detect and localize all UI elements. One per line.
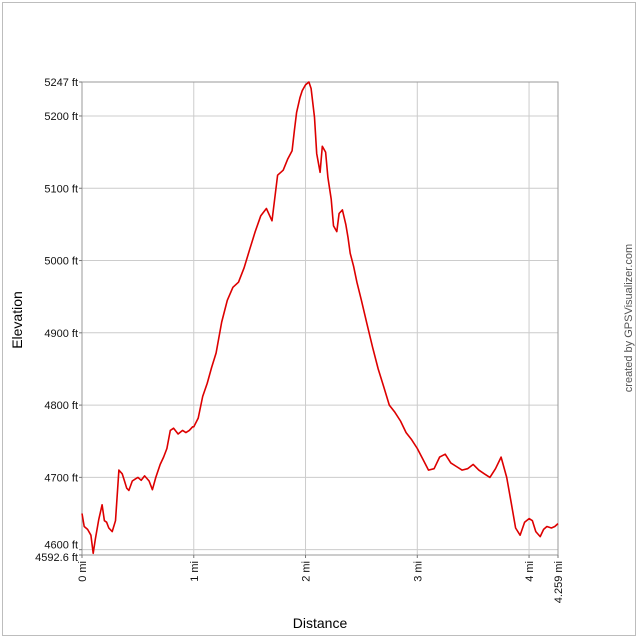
y-tick-label: 5200 ft: [44, 111, 78, 123]
y-axis-title: Elevation: [9, 291, 25, 349]
x-tick-label: 3 mi: [412, 561, 424, 582]
y-tick-label: 4900 ft: [44, 328, 78, 340]
x-tick-label: 4 mi: [524, 561, 536, 582]
y-tick-label: 4800 ft: [44, 400, 78, 412]
credit-text: created by GPSVisualizer.com: [623, 244, 635, 392]
x-tick-label: 1 mi: [189, 561, 201, 582]
y-tick-label: 5100 ft: [44, 183, 78, 195]
y-tick-label: 5000 ft: [44, 256, 78, 268]
elevation-series-line: [81, 81, 559, 555]
y-tick-label: 4592.6 ft: [35, 552, 78, 564]
y-tick-label: 4700 ft: [44, 472, 78, 484]
gridlines: [82, 82, 558, 555]
y-tick-label: 4600 ft: [44, 540, 78, 552]
x-tick-label: 0 mi: [77, 561, 89, 582]
x-axis-title: Distance: [293, 615, 348, 631]
x-tick-label: 4.259 mi: [553, 561, 565, 603]
x-axis-ticks: 0 mi 1 mi 2 mi 3 mi 4 mi 4.259 mi: [77, 555, 565, 603]
plot-area: [81, 81, 559, 556]
x-tick-label: 2 mi: [301, 561, 313, 582]
y-tick-label: 5247 ft: [44, 77, 78, 89]
